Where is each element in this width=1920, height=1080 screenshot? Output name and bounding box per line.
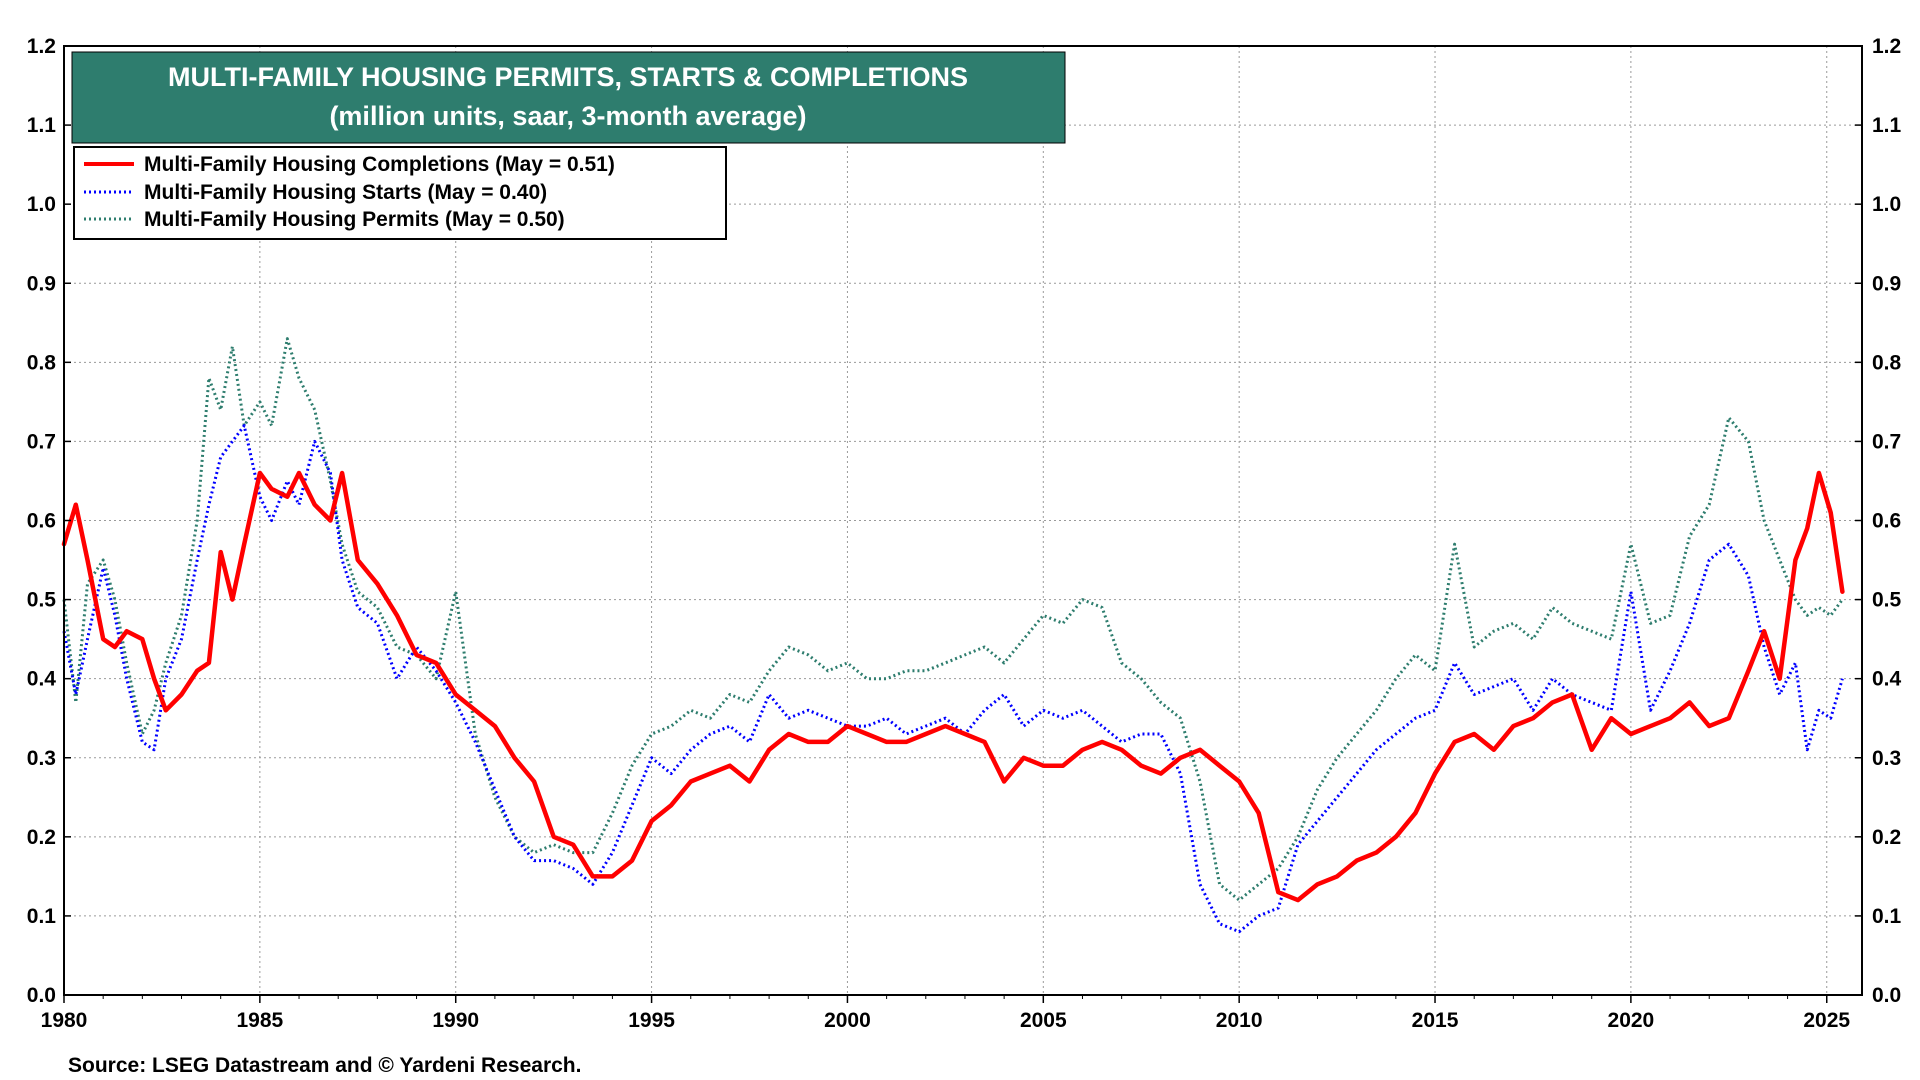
legend-box <box>73 146 727 240</box>
y-tick-label-left: 1.1 <box>27 114 57 137</box>
y-tick-label-left: 0.9 <box>27 272 56 295</box>
y-tick-label-right: 0.6 <box>1872 510 1901 533</box>
y-tick-label-right: 0.9 <box>1872 272 1901 295</box>
x-axis-labels: 1980 1985 1990 1995 2000 2005 2010 2015 2020 2025 <box>41 1009 1851 1032</box>
title-box: MULTI-FAMILY HOUSING PERMITS, STARTS & C… <box>71 51 1066 144</box>
x-tick-label: 1980 <box>41 1009 88 1032</box>
x-tick-label: 1995 <box>628 1009 675 1032</box>
y-tick-label-right: 0.7 <box>1872 430 1901 453</box>
y-tick-label-right: 1.0 <box>1872 193 1901 216</box>
y-tick-label-left: 0.5 <box>27 589 57 612</box>
y-tick-label-left: 0.3 <box>27 747 56 770</box>
x-tick-label: 2020 <box>1608 1009 1655 1032</box>
y-tick-label-left: 0.4 <box>27 668 57 691</box>
y-tick-label-right: 0.8 <box>1872 351 1902 374</box>
series-lines <box>61 337 1845 934</box>
legend: Multi-Family Housing Completions (May = … <box>73 146 727 240</box>
x-tick-label: 1985 <box>237 1009 284 1032</box>
y-tick-label-right: 0.3 <box>1872 747 1901 770</box>
chart-subtitle: (million units, saar, 3-month average) <box>329 101 806 131</box>
x-tick-label: 2015 <box>1412 1009 1459 1032</box>
y-tick-label-right: 0.5 <box>1872 589 1902 612</box>
axis-ticks <box>63 45 1862 1003</box>
y-axis-right-labels: 0.0 0.1 0.2 0.3 0.4 0.5 0.6 0.7 0.8 0.9 1.0 1.1 1.2 <box>1872 35 1902 1007</box>
y-tick-label-left: 0.6 <box>27 510 56 533</box>
legend-label-permits: Multi-Family Housing Permits (May = 0.50… <box>144 208 565 231</box>
y-tick-label-right: 1.1 <box>1872 114 1902 137</box>
y-tick-label-right: 0.0 <box>1872 984 1901 1007</box>
chart-title: MULTI-FAMILY HOUSING PERMITS, STARTS & C… <box>168 62 968 92</box>
legend-label-starts: Multi-Family Housing Starts (May = 0.40) <box>144 181 547 204</box>
y-tick-label-left: 0.8 <box>27 351 57 374</box>
x-tick-label: 2005 <box>1020 1009 1067 1032</box>
x-tick-label: 2000 <box>824 1009 871 1032</box>
series-line-starts <box>62 424 1844 934</box>
series-line-permits <box>62 337 1844 902</box>
y-tick-label-right: 0.4 <box>1872 668 1902 691</box>
source-note: Source: LSEG Datastream and © Yardeni Re… <box>68 1054 581 1077</box>
y-tick-label-left: 0.1 <box>27 905 57 928</box>
y-tick-label-left: 0.0 <box>27 984 56 1007</box>
gridlines <box>64 46 1862 995</box>
x-tick-label: 2025 <box>1803 1009 1850 1032</box>
y-tick-label-right: 1.2 <box>1872 35 1901 58</box>
y-tick-label-left: 1.2 <box>27 35 56 58</box>
series-line-completions <box>61 470 1845 903</box>
y-axis-left-labels: 0.0 0.1 0.2 0.3 0.4 0.5 0.6 0.7 0.8 0.9 1.0 1.1 1.2 <box>27 35 57 1007</box>
y-tick-label-right: 0.1 <box>1872 905 1902 928</box>
y-tick-label-left: 1.0 <box>27 193 56 216</box>
y-tick-label-right: 0.2 <box>1872 826 1901 849</box>
title-background <box>71 51 1066 144</box>
x-tick-label: 2010 <box>1216 1009 1263 1032</box>
legend-label-completions: Multi-Family Housing Completions (May = … <box>144 153 615 176</box>
x-tick-label: 1990 <box>432 1009 479 1032</box>
y-tick-label-left: 0.2 <box>27 826 56 849</box>
y-tick-label-left: 0.7 <box>27 430 56 453</box>
